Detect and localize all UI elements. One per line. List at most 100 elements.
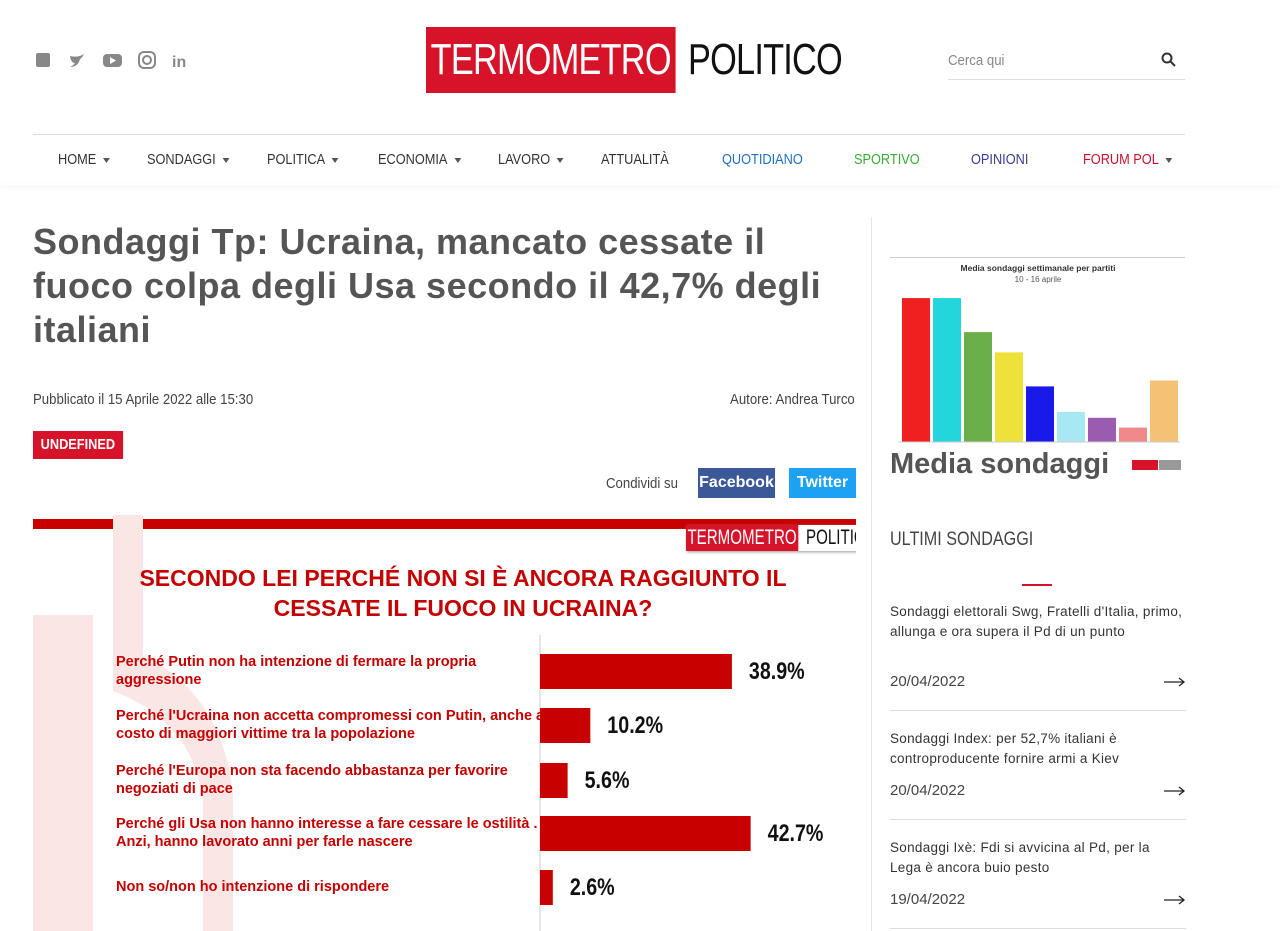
search-icon[interactable]	[1161, 52, 1177, 68]
bar	[540, 763, 568, 798]
dropdown-caret	[454, 157, 462, 163]
category-label: Perché gli Usa non hanno interesse a far…	[116, 816, 538, 850]
bar	[902, 298, 930, 442]
nav-label: SONDAGGI	[147, 151, 216, 168]
post-title: Sondaggi Index: per 52,7% italiani è con…	[890, 731, 1120, 766]
post-divider	[890, 819, 1186, 820]
post-date: 19/04/2022	[890, 891, 966, 908]
bar	[540, 654, 732, 689]
post-title: Sondaggi Ixè: Fdi si avvicina al Pd, per…	[890, 840, 1150, 875]
chart: 38.9% 10.2% 5.6% 42.7% 2.6%	[540, 654, 824, 905]
bar	[1088, 417, 1116, 442]
nav-item[interactable]: LAVORO	[498, 151, 564, 168]
figure-logo-right: POLITICO	[805, 526, 856, 549]
sidebar-divider	[871, 217, 872, 931]
category-label: Perché l'Europa non sta facendo abbastan…	[116, 763, 508, 797]
bar	[1026, 386, 1054, 442]
post-item[interactable]: Sondaggi Ixè: Fdi si avvicina al Pd, per…	[890, 818, 1186, 929]
category-label: Perché l'Ucraina non accetta compromessi…	[116, 708, 545, 742]
value-label: 2.6%	[570, 873, 615, 900]
nav-label: SPORTIVO	[854, 151, 920, 168]
value-label: 38.9%	[749, 657, 805, 684]
arrow-shape	[1164, 677, 1186, 687]
poll-figure: TERMOMETRO POLITICO SECONDO LEI PERCHÉ NO…	[33, 515, 856, 931]
nav-item[interactable]: ATTUALITÀ	[601, 151, 669, 168]
post-item[interactable]: Sondaggi elettorali Swg, Fratelli d'Ital…	[890, 600, 1186, 711]
share-label: Condividi su	[606, 475, 678, 492]
search-box[interactable]: Cerca qui	[948, 50, 1185, 80]
nav-item[interactable]: SPORTIVO	[854, 151, 920, 168]
bar	[964, 332, 992, 442]
nav-label: ATTUALITÀ	[601, 151, 669, 168]
arrow-icon	[1164, 677, 1186, 687]
value-label: 10.2%	[607, 711, 663, 738]
nav-shadow	[0, 184, 1280, 185]
nav-label: QUOTIDIANO	[722, 151, 803, 168]
value-label: 5.6%	[585, 766, 630, 793]
caption-logo	[1132, 460, 1181, 470]
arrow-icon	[1164, 786, 1186, 796]
arrow-icon	[1164, 895, 1186, 905]
dropdown-caret	[1165, 157, 1173, 163]
post-list: Sondaggi elettorali Swg, Fratelli d'Ital…	[890, 600, 1186, 929]
bar	[1057, 411, 1085, 442]
figure-logo: TERMOMETRO POLITICO	[686, 525, 856, 551]
nav-label: FORUM POL	[1083, 151, 1159, 168]
nav-item[interactable]: SONDAGGI	[147, 151, 230, 168]
post-date: 20/04/2022	[890, 782, 966, 799]
post-title: Sondaggi elettorali Swg, Fratelli d'Ital…	[890, 604, 1183, 639]
search-placeholder: Cerca qui	[948, 52, 1005, 69]
dropdown-caret	[331, 157, 339, 163]
chart-title: SECONDO LEI PERCHÉ NON SI È ANCORA RAGGI…	[139, 565, 787, 621]
value-label: 42.7%	[768, 819, 824, 846]
dropdown-caret	[556, 157, 564, 163]
bar	[540, 708, 591, 743]
sidebar-chart: Media sondaggi settimanale per partiti 10…	[898, 263, 1180, 443]
post-divider	[890, 928, 1186, 929]
arrow-shape	[1164, 786, 1186, 796]
social-icons[interactable]: in	[34, 50, 194, 72]
dropdown-caret	[103, 157, 110, 163]
nav-item[interactable]: HOME	[58, 151, 110, 168]
nav-label: LAVORO	[498, 151, 551, 168]
logo-right: POLITICO	[687, 35, 843, 84]
post-item[interactable]: Sondaggi Index: per 52,7% italiani è con…	[890, 709, 1186, 820]
category-label: Perché Putin non ha intenzione di fermar…	[116, 654, 477, 688]
image-caption: Media sondaggi	[890, 448, 1110, 480]
nav-item[interactable]: OPINIONI	[971, 151, 1028, 168]
nav-label: HOME	[58, 151, 97, 168]
author: Autore: Andrea Turco	[730, 391, 855, 408]
nav-item[interactable]: ECONOMIA	[378, 151, 462, 168]
bar	[1150, 380, 1178, 442]
nav-item[interactable]: POLITICA	[267, 151, 339, 168]
section-title: ULTIMI SONDAGGI	[890, 529, 1034, 550]
nav-item[interactable]: FORUM POL	[1083, 151, 1173, 168]
post-date: 20/04/2022	[890, 673, 966, 690]
nav-item[interactable]: QUOTIDIANO	[722, 151, 803, 168]
nav-label: OPINIONI	[971, 151, 1029, 168]
article-title: Sondaggi Tp: Ucraina, mancato cessate il…	[33, 221, 822, 350]
nav-label: ECONOMIA	[378, 151, 448, 168]
chart-subtitle: 10 - 16 aprile	[1015, 275, 1062, 284]
dropdown-caret	[222, 157, 230, 163]
share-twitter[interactable]: Twitter	[789, 468, 856, 498]
arrow-shape	[1164, 895, 1186, 905]
chart-title: Media sondaggi settimanale per partiti	[961, 263, 1116, 273]
category-tag[interactable]: UNDEFINED	[33, 431, 123, 459]
sidebar-rule	[890, 257, 1185, 258]
category-label: Non so/non ho intenzione di rispondere	[116, 879, 390, 895]
share-facebook[interactable]: Facebook	[698, 468, 775, 498]
nav-label: POLITICA	[267, 151, 326, 168]
bar	[995, 352, 1023, 442]
bar	[1119, 427, 1147, 442]
bar	[540, 816, 751, 851]
published-date: Pubblicato il 15 Aprile 2022 alle 15:30	[33, 391, 254, 408]
figure-logo-left: TERMOMETRO	[686, 525, 799, 551]
logo-left: TERMOMETRO	[426, 27, 676, 93]
svg-text:in: in	[172, 54, 186, 71]
post-divider	[890, 710, 1186, 711]
site-logo[interactable]: TERMOMETRO POLITICO	[426, 27, 885, 93]
bar	[540, 870, 553, 905]
main-nav: HOME SONDAGGI POLITICA ECONOMIA LAVORO ATTUAL…	[33, 134, 1185, 185]
